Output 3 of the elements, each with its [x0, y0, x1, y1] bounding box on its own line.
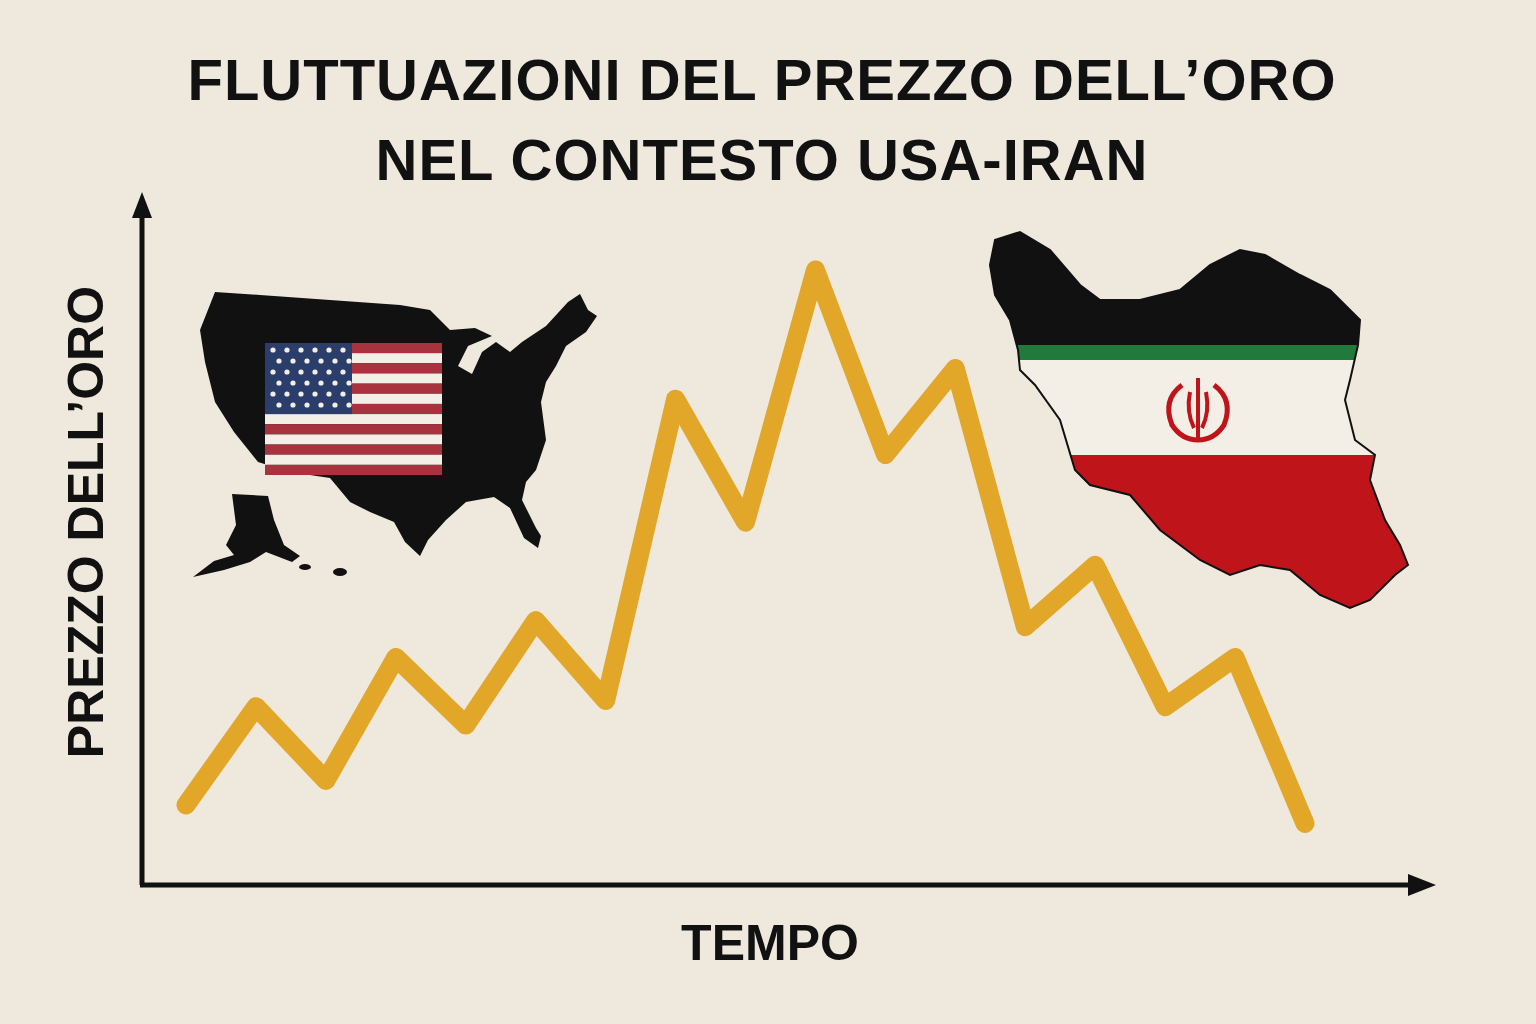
chart-title: FLUTTUAZIONI DEL PREZZO DELL’ORO NEL CONTESTO USA-IRAN [187, 47, 1337, 192]
y-axis-title: PREZZO DELL’ORO [58, 285, 114, 759]
x-axis-title: TEMPO [681, 915, 859, 971]
